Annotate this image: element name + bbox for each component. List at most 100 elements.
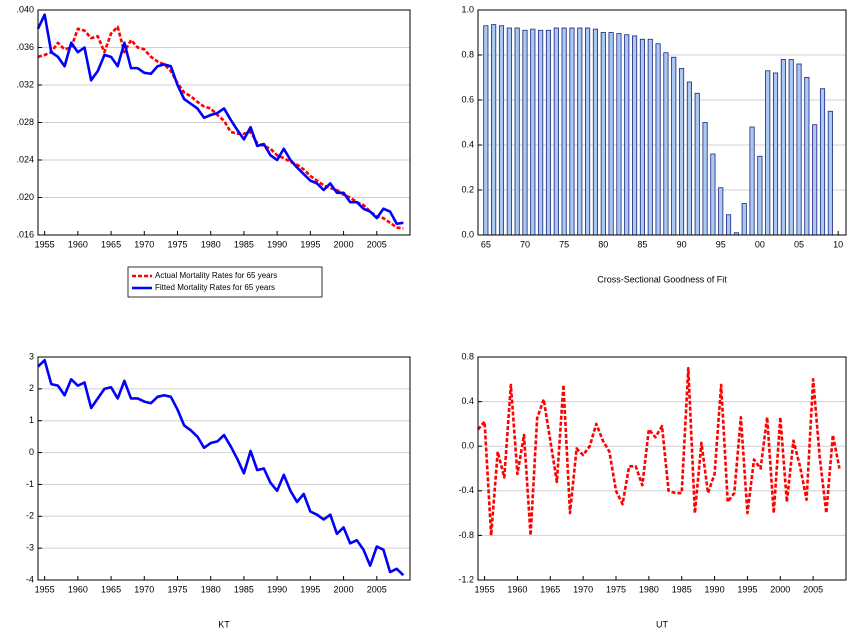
- x-tick-label: 1965: [540, 584, 560, 594]
- bar: [585, 27, 591, 236]
- x-tick-label: 1955: [35, 239, 55, 249]
- y-tick-label: .032: [16, 79, 34, 89]
- y-tick-label: -2: [26, 511, 34, 521]
- y-tick-label: 0.8: [461, 49, 474, 59]
- bar: [788, 59, 794, 236]
- x-tick-label: 80: [598, 239, 608, 249]
- y-tick-label: -1.2: [458, 574, 474, 584]
- bar: [757, 155, 763, 236]
- y-tick-label: 1.0: [461, 4, 474, 14]
- plot-frame: [37, 356, 411, 581]
- bar: [514, 27, 520, 236]
- x-tick-label: 90: [677, 239, 687, 249]
- bar: [780, 59, 786, 236]
- bar: [772, 72, 779, 236]
- x-tick-label: 2005: [367, 239, 387, 249]
- x-tick-label: 1960: [507, 584, 527, 594]
- bar: [765, 70, 771, 236]
- bar: [498, 25, 505, 236]
- x-tick-label: 1955: [35, 584, 55, 594]
- x-tick-label: 2005: [367, 584, 387, 594]
- bar: [686, 81, 692, 236]
- bar: [827, 110, 833, 236]
- bar: [647, 38, 653, 236]
- legend-label: Fitted Mortality Rates for 65 years: [155, 283, 275, 292]
- bar: [812, 124, 818, 236]
- x-tick-label: 05: [794, 239, 804, 249]
- bar: [718, 187, 724, 236]
- x-tick-label: 1985: [234, 584, 254, 594]
- x-tick-label: 1975: [167, 239, 187, 249]
- x-tick-label: 1995: [300, 584, 320, 594]
- x-tick-label: 1990: [267, 584, 287, 594]
- x-tick-label: 1970: [573, 584, 593, 594]
- bar: [577, 27, 583, 236]
- data-line: [37, 358, 405, 577]
- x-tick-label: 1990: [705, 584, 725, 594]
- bar: [671, 56, 677, 236]
- y-tick-label: 0.4: [461, 139, 474, 149]
- bar: [553, 27, 559, 236]
- bar: [483, 25, 489, 236]
- x-tick-label: 1980: [639, 584, 659, 594]
- x-tick-label: 85: [637, 239, 647, 249]
- x-tick-label: 1960: [68, 584, 88, 594]
- y-tick-label: 0.0: [461, 441, 474, 451]
- x-tick-label: 1965: [101, 239, 121, 249]
- x-tick-label: 1955: [475, 584, 495, 594]
- bar: [702, 122, 708, 236]
- panel: -1.2 -0.8 -0.4 0.0 0.4 0.8 1955 1960 1965 1970 197…: [458, 351, 847, 629]
- y-tick-label: 3: [29, 351, 34, 361]
- x-tick-label: 1970: [134, 239, 154, 249]
- x-tick-label: 2000: [770, 584, 790, 594]
- x-tick-label: 65: [481, 239, 491, 249]
- y-tick-label: .036: [16, 42, 34, 52]
- bar: [530, 28, 536, 236]
- y-tick-label: 0.4: [461, 396, 474, 406]
- x-tick-label: 10: [833, 239, 843, 249]
- bar: [639, 38, 645, 236]
- x-tick-label: 1980: [201, 584, 221, 594]
- bar: [632, 35, 638, 236]
- y-tick-label: 2: [29, 383, 34, 393]
- bar: [592, 28, 599, 236]
- y-tick-label: -4: [26, 574, 34, 584]
- bar: [538, 29, 544, 236]
- bar: [561, 27, 567, 236]
- x-axis-label: UT: [656, 619, 668, 629]
- x-tick-label: 1995: [300, 239, 320, 249]
- bar: [663, 52, 669, 236]
- x-tick-label: 95: [716, 239, 726, 249]
- x-tick-label: 1965: [101, 584, 121, 594]
- bar: [506, 27, 512, 236]
- legend-label: Actual Mortality Rates for 65 years: [155, 271, 277, 280]
- legend-box: [127, 266, 323, 298]
- x-tick-label: 1985: [672, 584, 692, 594]
- x-tick-label: 1970: [134, 584, 154, 594]
- x-tick-label: 1980: [201, 239, 221, 249]
- x-tick-label: 1975: [167, 584, 187, 594]
- y-tick-label: .020: [16, 192, 34, 202]
- bar: [569, 27, 575, 236]
- bar: [679, 68, 685, 236]
- bar: [616, 33, 622, 236]
- y-tick-label: -0.8: [458, 530, 474, 540]
- bar: [710, 153, 716, 236]
- bar: [804, 77, 810, 236]
- x-axis-label: Cross-Sectional Goodness of Fit: [597, 274, 727, 284]
- x-tick-label: 1995: [737, 584, 757, 594]
- bar: [624, 34, 630, 236]
- x-tick-label: 2000: [334, 239, 354, 249]
- bar: [522, 29, 528, 236]
- bar: [796, 63, 802, 236]
- x-axis-label: KT: [218, 619, 230, 629]
- legend: Actual Mortality Rates for 65 years Fitte…: [127, 266, 323, 298]
- bar: [741, 203, 747, 236]
- x-tick-label: 70: [520, 239, 530, 249]
- y-tick-label: -3: [26, 543, 34, 553]
- x-tick-label: 00: [755, 239, 765, 249]
- x-tick-label: 1990: [267, 239, 287, 249]
- bar: [819, 88, 826, 236]
